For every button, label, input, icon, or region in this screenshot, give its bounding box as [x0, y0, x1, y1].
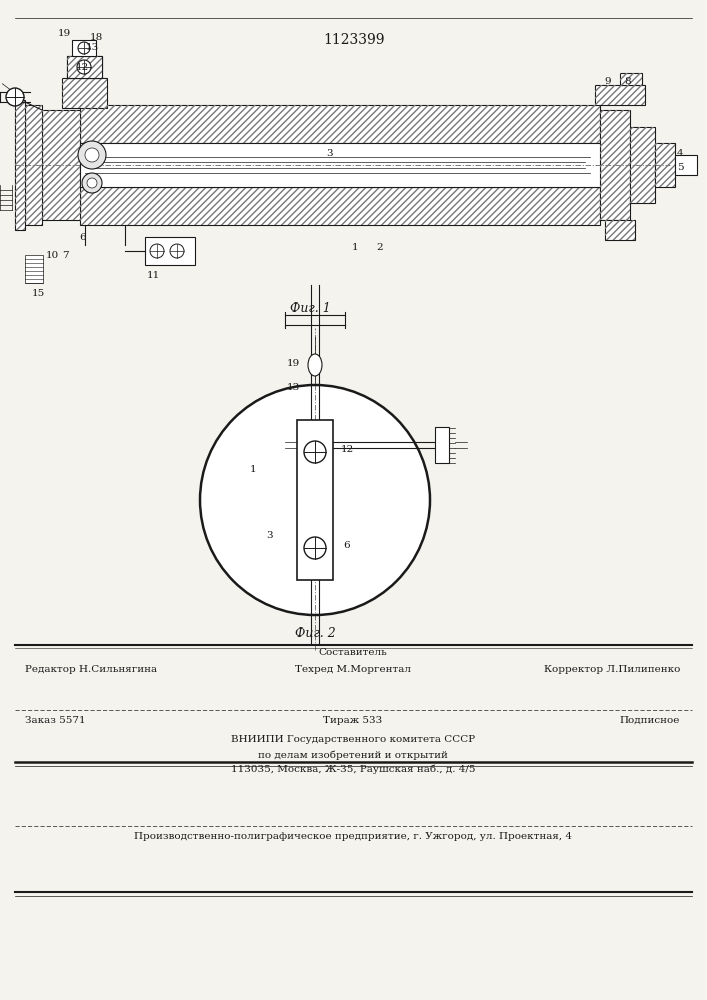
Bar	[655, 143, 675, 187]
Bar	[630, 127, 655, 203]
Bar	[25, 105, 42, 225]
Text: 10: 10	[45, 250, 59, 259]
Text: Корректор Л.Пилипенко: Корректор Л.Пилипенко	[544, 665, 680, 674]
Text: Подписное: Подписное	[619, 716, 680, 725]
Text: Техред М.Моргентал: Техред М.Моргентал	[295, 665, 411, 674]
Circle shape	[82, 173, 102, 193]
Text: Составитель: Составитель	[319, 648, 387, 657]
Text: Производственно-полиграфическое предприятие, г. Ужгород, ул. Проектная, 4: Производственно-полиграфическое предприя…	[134, 832, 572, 841]
Bar	[620, 73, 642, 85]
Text: 3: 3	[327, 148, 333, 157]
Text: 11: 11	[146, 270, 160, 279]
Bar	[600, 110, 630, 220]
Text: 18: 18	[89, 32, 103, 41]
Bar	[62, 78, 107, 108]
Text: 2: 2	[377, 242, 383, 251]
Text: 7: 7	[62, 250, 69, 259]
Bar	[42, 110, 80, 220]
Bar	[297, 420, 333, 580]
Bar	[67, 56, 102, 78]
Bar	[620, 73, 642, 85]
Text: 12: 12	[340, 446, 354, 454]
Text: 12: 12	[76, 64, 88, 73]
Text: Тираж 533: Тираж 533	[323, 716, 382, 725]
Bar	[25, 105, 42, 225]
Bar	[80, 105, 600, 143]
Bar	[630, 127, 655, 203]
Text: 113035, Москва, Ж-35, Раушская наб., д. 4/5: 113035, Москва, Ж-35, Раушская наб., д. …	[230, 764, 475, 774]
Text: 6: 6	[80, 232, 86, 241]
Text: 6: 6	[344, 540, 350, 550]
Circle shape	[304, 537, 326, 559]
Circle shape	[87, 178, 97, 188]
Bar	[80, 187, 600, 225]
Bar	[72, 40, 96, 56]
Text: 13: 13	[86, 43, 98, 52]
Bar	[655, 143, 675, 187]
Bar	[600, 110, 630, 220]
Circle shape	[200, 385, 430, 615]
Text: 15: 15	[31, 288, 45, 298]
Text: 13: 13	[286, 382, 300, 391]
Text: 4: 4	[677, 148, 683, 157]
Bar	[605, 220, 635, 240]
Bar	[80, 187, 600, 225]
Bar	[80, 143, 600, 187]
Text: Редактор Н.Сильнягина: Редактор Н.Сильнягина	[25, 665, 157, 674]
Bar	[145, 237, 195, 265]
Bar	[67, 56, 102, 78]
Text: 1: 1	[250, 466, 257, 475]
Circle shape	[78, 42, 90, 54]
Circle shape	[85, 148, 99, 162]
Text: 5: 5	[677, 162, 683, 172]
Text: ВНИИПИ Государственного комитета СССР: ВНИИПИ Государственного комитета СССР	[231, 735, 475, 744]
Bar	[42, 110, 80, 220]
Bar	[605, 220, 635, 240]
Text: Заказ 5571: Заказ 5571	[25, 716, 86, 725]
Bar	[675, 155, 697, 175]
Circle shape	[77, 60, 91, 74]
Bar	[25, 255, 43, 283]
Circle shape	[304, 441, 326, 463]
Circle shape	[6, 88, 24, 106]
Circle shape	[78, 141, 106, 169]
Text: Фиг. 2: Фиг. 2	[295, 627, 335, 640]
Bar	[80, 105, 600, 143]
Circle shape	[150, 244, 164, 258]
Text: Фиг. 1: Фиг. 1	[290, 302, 330, 315]
Bar	[15, 100, 25, 230]
Text: по делам изобретений и открытий: по делам изобретений и открытий	[258, 750, 448, 760]
Bar	[15, 100, 25, 230]
Text: 3: 3	[267, 530, 274, 540]
Bar	[67, 56, 102, 78]
Text: 19: 19	[286, 359, 300, 367]
Text: 1: 1	[351, 242, 358, 251]
Text: 19: 19	[57, 29, 71, 38]
Ellipse shape	[308, 354, 322, 376]
Bar	[595, 85, 645, 105]
Circle shape	[170, 244, 184, 258]
Bar	[62, 78, 107, 108]
Text: 9: 9	[604, 78, 612, 87]
Bar	[435, 427, 449, 463]
Bar	[595, 85, 645, 105]
Text: 8: 8	[625, 78, 631, 87]
Text: 1123399: 1123399	[323, 33, 385, 47]
